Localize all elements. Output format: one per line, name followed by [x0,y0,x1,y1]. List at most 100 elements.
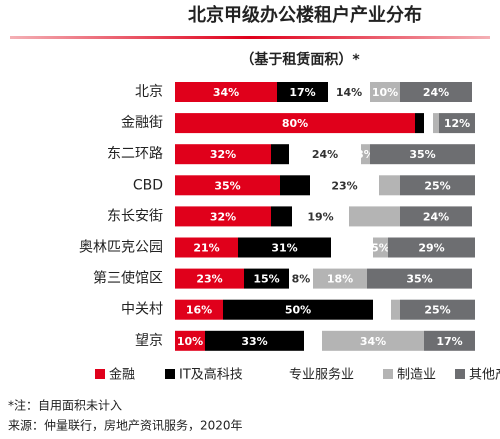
bar-segment [175,175,280,196]
segment-label: 32% [210,148,236,161]
bar-segment [415,113,424,134]
segment-label: 34% [213,86,239,99]
segment-label: 8% [292,273,311,286]
bar-segment [292,206,349,227]
segment-label: 32% [210,210,236,223]
category-label: CBD [133,177,163,193]
segment-label: 24% [423,210,449,223]
segment-label: 31% [271,242,297,255]
bar-segment [400,299,475,320]
legend-swatch [95,369,105,379]
bar-segment [175,144,271,165]
segment-label: 24% [312,148,338,161]
bar-segment [391,299,400,320]
segment-label: 17% [436,335,462,348]
bar-segment [175,330,205,351]
segment-label: 24% [423,86,449,99]
segment-label: 18% [327,273,353,286]
segment-label: 17% [289,86,315,99]
bar-segment [175,237,238,258]
segment-label: 16% [186,304,212,317]
legend-label: 其他产业 [469,368,500,383]
bar-segment [424,330,475,351]
segment-label: 25% [424,179,450,192]
segment-label: 50% [285,304,311,317]
chart-subtitle: （基于租赁面积）* [240,51,360,68]
bar-segment [370,82,400,102]
bar-segment [361,144,370,165]
legend-swatch [455,369,465,379]
bar-segment [400,175,475,196]
bar-segment [424,113,433,134]
bar-segment [205,330,304,351]
legend-swatch [383,369,393,379]
segment-label: 29% [418,242,444,255]
bar-segment [349,206,400,227]
legend-swatch [165,369,175,379]
bar-segment [280,175,310,196]
bar-segment [370,144,475,165]
segment-label: 23% [196,273,222,286]
bar-segment [373,237,388,258]
segment-label: 12% [444,117,470,130]
category-label: 中关村 [121,302,163,318]
segment-label: 34% [360,335,386,348]
bar-segment [313,268,367,289]
bar-segment [400,206,472,227]
category-label: 望京 [135,333,163,349]
footnote: *注：自用面积未计入 [8,398,122,413]
segment-label: 35% [409,148,435,161]
bar-segment [439,113,475,134]
legend-label: 金融 [109,367,135,383]
bar-segment [223,299,373,320]
segment-label: 10% [177,335,203,348]
bar-segment [289,144,361,165]
segment-label: 33% [241,335,267,348]
bar-segment [433,113,439,134]
segment-label: 14% [336,86,362,99]
bar-segment [388,237,475,258]
bar-segment [400,82,472,102]
segment-label: 35% [214,179,240,192]
segment-label: 35% [406,273,432,286]
segment-label: 80% [282,117,308,130]
category-label: 奥林匹克公园 [79,239,163,256]
bar-segment [289,268,313,289]
category-label: 东长安街 [107,208,163,224]
bar-segment [331,237,373,258]
source: 来源：仲量联行，房地产资讯服务，2020年 [8,418,243,433]
bar-segment [277,82,328,102]
legend-label: 专业服务业 [289,367,354,383]
category-label: 东二环路 [107,146,163,162]
legend-label: 制造业 [397,368,436,383]
category-label: 第三使馆区 [93,270,163,287]
bar-segment [175,268,244,289]
bar-segment [175,206,271,227]
bar-segment [175,82,277,102]
bar-segment [310,175,379,196]
bar-segment [304,330,322,351]
bar-segment [379,175,400,196]
chart-title: 北京甲级办公楼租户产业分布 [188,4,422,26]
bar-segment [238,237,331,258]
bar-segment [271,206,292,227]
segment-label: 25% [424,304,450,317]
bar-segment [322,330,424,351]
bar-segment [367,268,472,289]
segment-label: 15% [253,273,279,286]
segment-label: 10% [372,86,398,99]
segment-label: 5% [371,242,390,255]
category-label: 金融街 [121,115,163,131]
bar-segment [175,299,223,320]
bar-segment [328,82,370,102]
legend-label: IT及高科技 [179,367,243,383]
category-label: 北京 [135,84,163,100]
title-rule [10,36,490,39]
bar-segment [175,113,415,134]
segment-label: 19% [307,210,333,223]
bar-segment [244,268,289,289]
bar-segment [271,144,289,165]
segment-label: 23% [331,179,357,192]
bar-segment [373,299,391,320]
